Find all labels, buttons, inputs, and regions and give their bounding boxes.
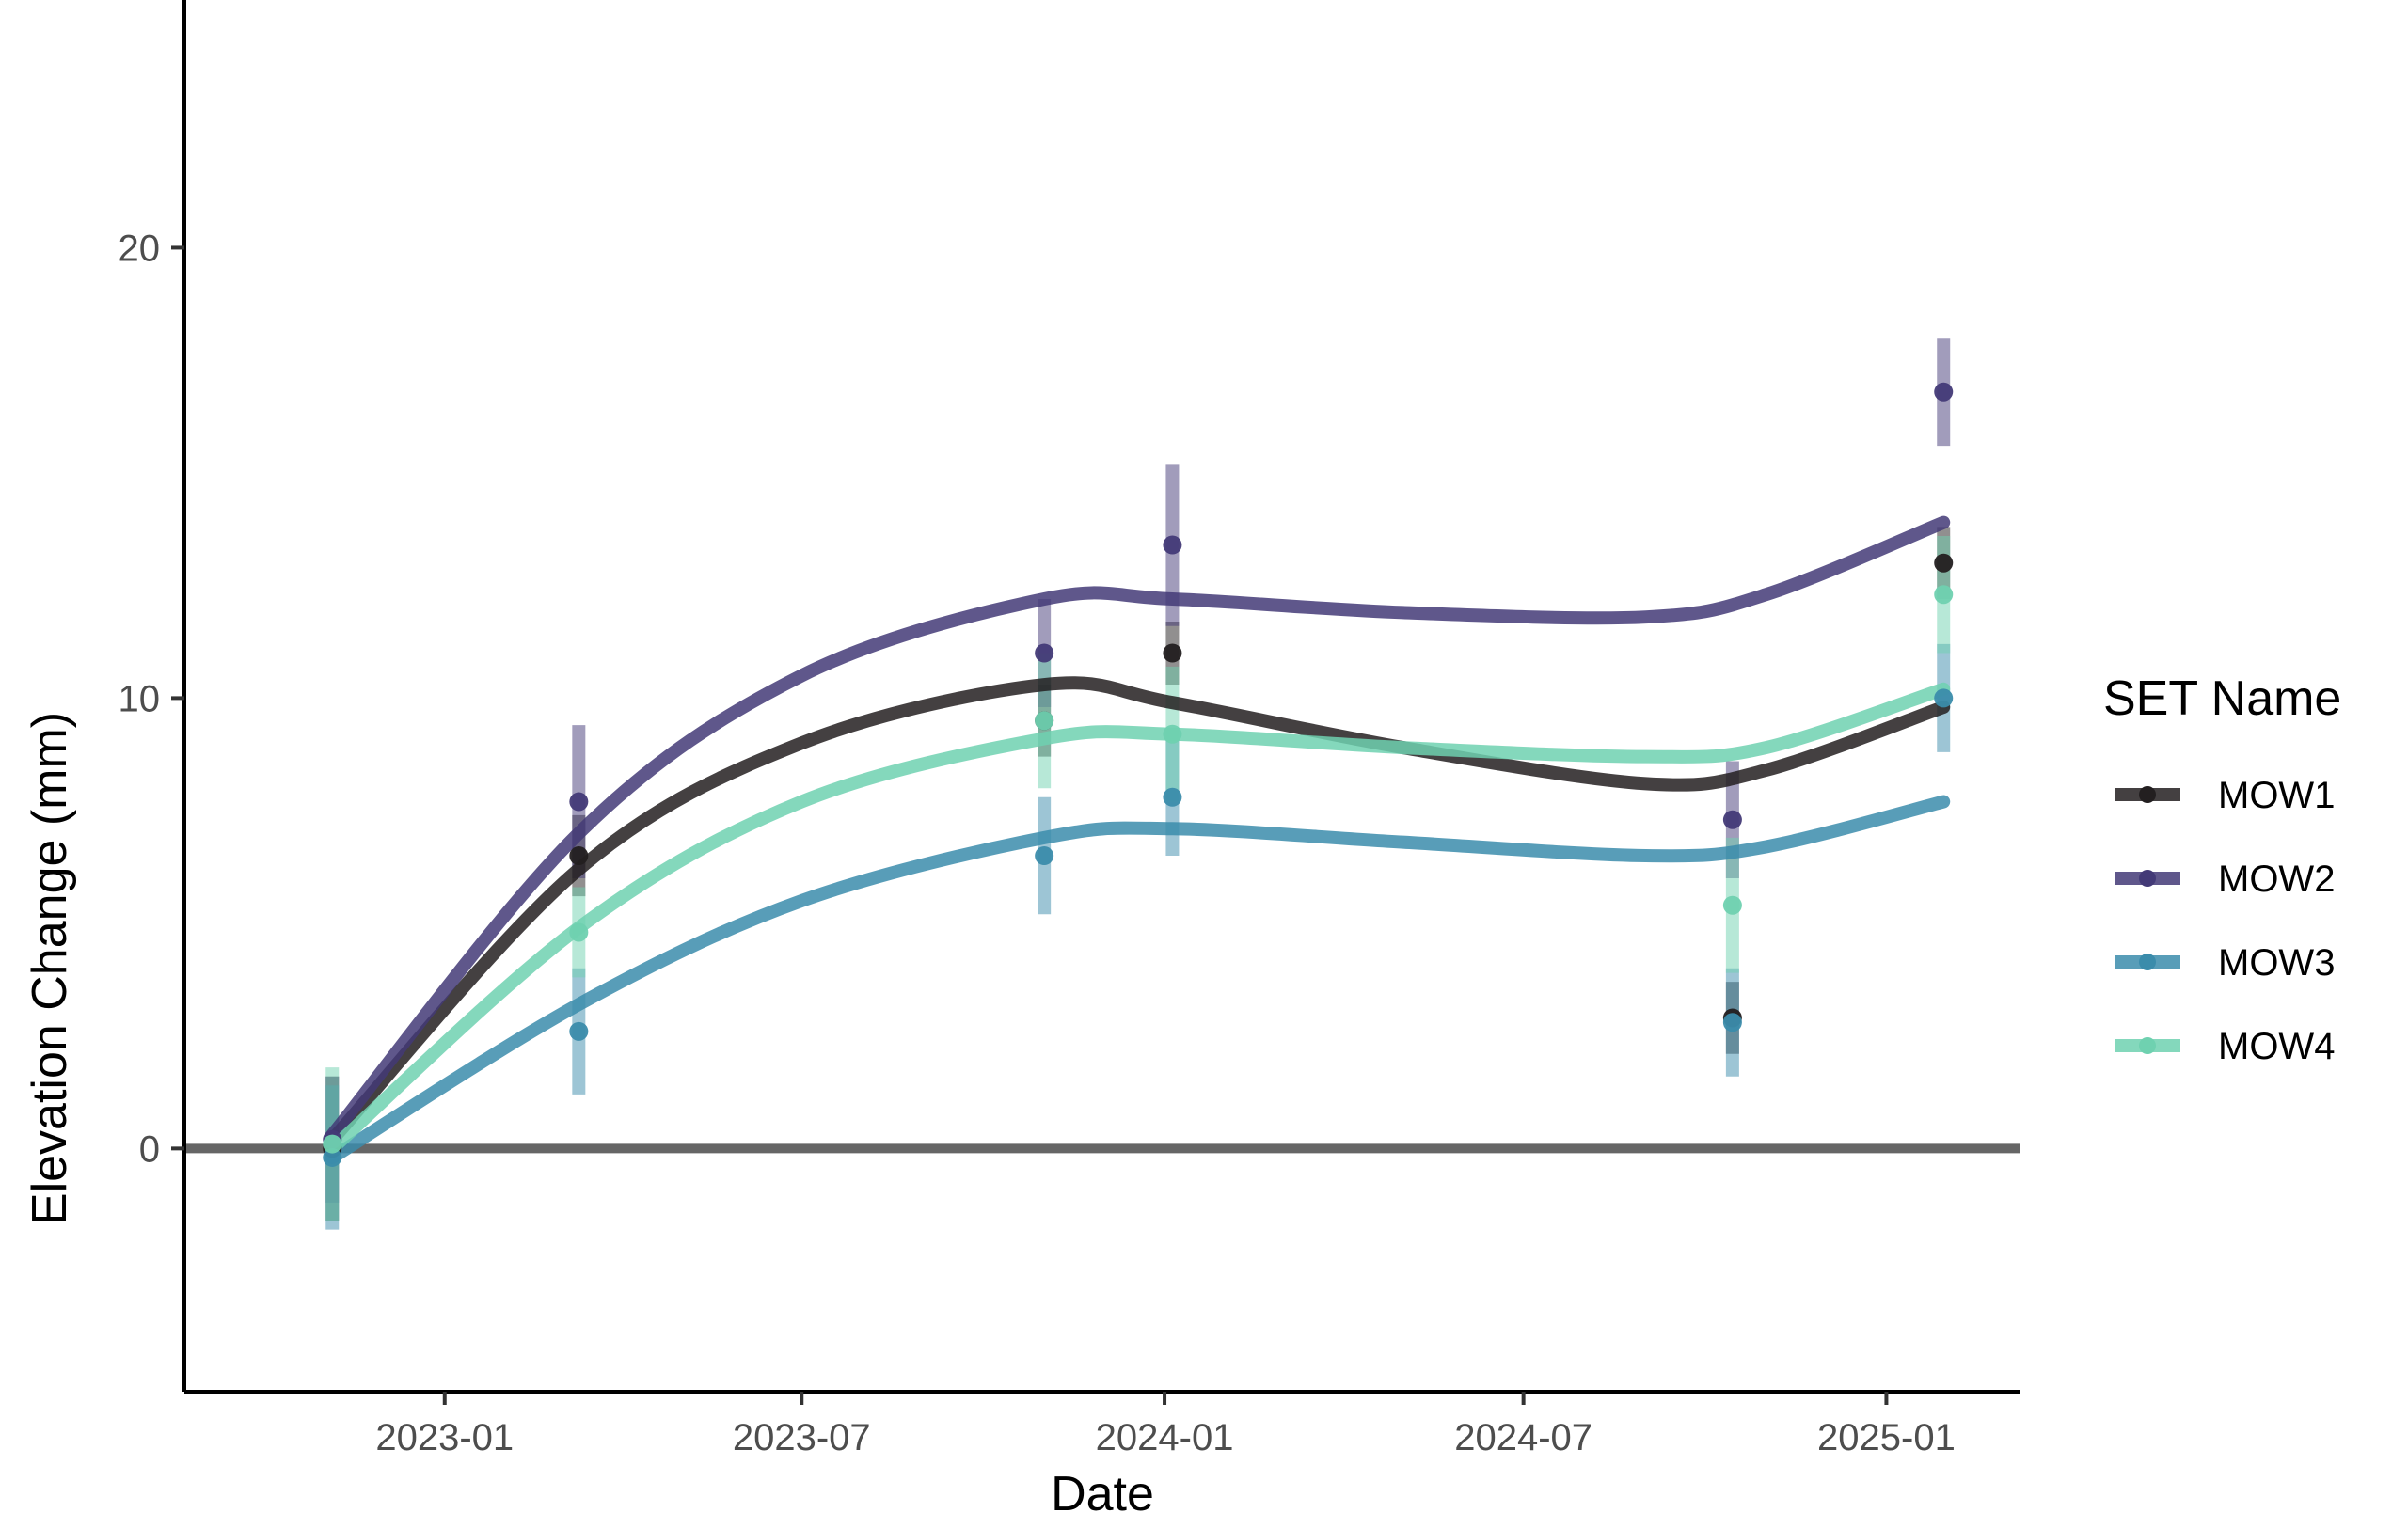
legend-item-mow2: MOW2 <box>2115 859 2335 900</box>
legend-label: MOW1 <box>2218 775 2335 816</box>
data-point <box>1934 382 1954 402</box>
data-point <box>569 846 589 866</box>
data-point <box>323 1134 342 1154</box>
y-tick-label: 0 <box>139 1128 160 1170</box>
data-point <box>323 1147 342 1167</box>
y-ticks: 0 10 20 <box>119 228 184 1170</box>
points-mow2 <box>323 382 1954 1149</box>
x-tick-label: 2024-01 <box>1096 1417 1234 1458</box>
legend-item-mow3: MOW3 <box>2115 942 2335 984</box>
legend-item-mow4: MOW4 <box>2115 1026 2335 1067</box>
x-tick-label: 2024-07 <box>1454 1417 1592 1458</box>
data-point <box>1934 585 1954 605</box>
data-point <box>1035 711 1054 731</box>
x-ticks: 2023-01 2023-07 2024-01 2024-07 2025-01 <box>375 1392 1956 1458</box>
legend-key-point <box>2139 954 2156 970</box>
legend-label: MOW4 <box>2218 1026 2335 1067</box>
data-point <box>1934 688 1954 708</box>
data-point <box>1163 535 1182 555</box>
series-line-mow2 <box>325 515 1951 1142</box>
data-point <box>1163 787 1182 807</box>
axes: 0 10 20 2023-01 2023-07 2024-01 2024-07 2025-0… <box>23 0 2020 1513</box>
data-point <box>1163 643 1182 663</box>
legend: SET Name MOW1 MOW2 MOW3 MOW4 <box>2103 671 2341 1067</box>
series-line-mow3 <box>325 795 1951 1164</box>
data-point <box>1722 810 1742 829</box>
x-axis-title: Date <box>1051 1467 1154 1513</box>
data-point <box>1035 846 1054 866</box>
data-point <box>569 792 589 812</box>
data-point <box>1722 895 1742 915</box>
data-point <box>1934 553 1954 573</box>
x-tick-label: 2023-01 <box>375 1417 514 1458</box>
x-tick-label: 2025-01 <box>1817 1417 1956 1458</box>
data-point <box>1035 643 1054 663</box>
legend-label: MOW2 <box>2218 859 2335 900</box>
legend-item-mow1: MOW1 <box>2115 775 2335 816</box>
x-tick-label: 2023-07 <box>733 1417 871 1458</box>
plot-area <box>184 338 2020 1230</box>
data-point <box>569 1021 589 1041</box>
y-tick-label: 20 <box>119 228 161 269</box>
legend-key-point <box>2139 786 2156 803</box>
series-line-mow4 <box>325 682 1951 1156</box>
y-axis-title: Elevation Change (mm) <box>23 712 77 1225</box>
legend-key-point <box>2139 1037 2156 1054</box>
legend-label: MOW3 <box>2218 942 2335 984</box>
data-point <box>569 922 589 942</box>
data-point <box>1722 1013 1742 1032</box>
legend-items: MOW1 MOW2 MOW3 MOW4 <box>2115 775 2335 1067</box>
data-point <box>1163 724 1182 744</box>
points-mow4 <box>323 585 1954 1154</box>
points-mow3 <box>323 688 1954 1167</box>
legend-key-point <box>2139 870 2156 887</box>
y-tick-label: 10 <box>119 678 161 719</box>
legend-title: SET Name <box>2103 671 2341 726</box>
series-line-mow1 <box>325 676 1951 1146</box>
